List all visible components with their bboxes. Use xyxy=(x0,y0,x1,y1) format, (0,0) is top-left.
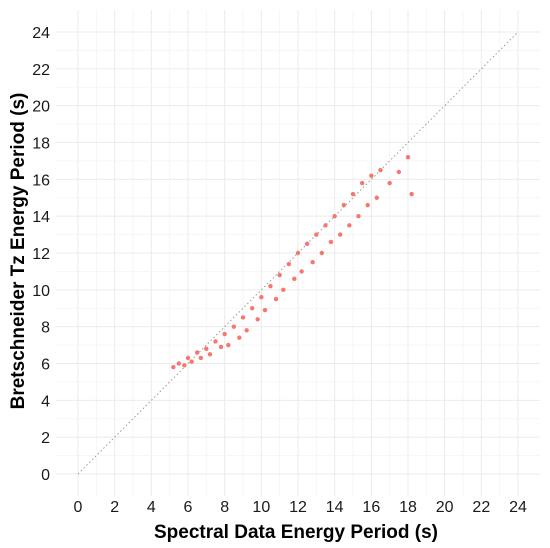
data-point xyxy=(262,307,268,313)
y-tick-label: 4 xyxy=(41,393,50,410)
data-point xyxy=(387,180,392,186)
y-tick-label: 16 xyxy=(32,172,50,189)
x-axis-title: Spectral Data Energy Period (s) xyxy=(154,522,438,543)
data-point xyxy=(182,363,187,368)
data-point xyxy=(222,331,227,337)
data-point xyxy=(295,250,301,256)
data-point xyxy=(255,317,260,322)
x-tick-label: 16 xyxy=(362,499,380,516)
x-tick-label: 24 xyxy=(509,499,527,516)
data-point xyxy=(310,260,315,265)
y-axis-title: Bretschneider Tz Energy Period (s) xyxy=(8,93,29,410)
data-point xyxy=(218,344,224,350)
data-point xyxy=(231,324,237,329)
y-tick-label: 14 xyxy=(32,209,50,226)
data-point xyxy=(204,346,209,351)
data-point xyxy=(249,306,255,311)
data-point xyxy=(213,339,218,344)
x-tick-label: 0 xyxy=(74,499,83,516)
data-point xyxy=(369,173,374,178)
data-point xyxy=(259,295,264,300)
data-point xyxy=(365,202,370,208)
data-point xyxy=(277,272,282,278)
y-tick-label: 18 xyxy=(32,136,50,153)
data-point xyxy=(286,261,292,267)
y-tick-label: 22 xyxy=(32,62,50,79)
x-tick-label: 4 xyxy=(147,499,156,516)
data-point xyxy=(176,361,182,366)
y-tick-label: 8 xyxy=(41,320,50,337)
data-point xyxy=(281,287,286,293)
data-point xyxy=(273,296,279,302)
data-point xyxy=(185,355,191,361)
data-point xyxy=(226,342,231,348)
y-tick-label: 10 xyxy=(32,283,50,300)
data-point xyxy=(323,223,328,228)
x-tick-label: 20 xyxy=(436,499,454,516)
data-point xyxy=(347,223,352,228)
data-point xyxy=(314,232,319,237)
data-point xyxy=(337,232,343,237)
data-point xyxy=(237,335,242,340)
data-point xyxy=(268,283,273,289)
x-tick-label: 6 xyxy=(184,499,193,516)
x-tick-label: 18 xyxy=(399,499,417,516)
y-tick-label: 0 xyxy=(41,467,50,484)
data-point xyxy=(396,169,402,175)
y-tick-label: 2 xyxy=(41,430,50,447)
data-point xyxy=(341,202,347,208)
data-point xyxy=(356,213,361,219)
data-point xyxy=(350,191,356,197)
y-tick-label: 12 xyxy=(32,246,50,263)
data-point xyxy=(207,352,213,357)
x-tick-label: 8 xyxy=(220,499,229,516)
data-point xyxy=(332,213,337,219)
data-point xyxy=(292,276,297,281)
data-point xyxy=(374,195,380,200)
data-point xyxy=(319,250,325,256)
data-point xyxy=(409,191,414,197)
data-point xyxy=(405,155,411,160)
data-point xyxy=(240,315,246,320)
data-point xyxy=(304,241,310,246)
x-tick-label: 2 xyxy=(110,499,119,516)
x-tick-label: 12 xyxy=(289,499,307,516)
data-point xyxy=(378,167,383,173)
data-point xyxy=(194,350,200,355)
y-tick-label: 20 xyxy=(32,99,50,116)
data-point xyxy=(299,269,304,274)
data-point xyxy=(359,180,365,186)
y-tick-label: 24 xyxy=(32,25,50,42)
data-point xyxy=(189,359,194,364)
data-point xyxy=(171,364,176,370)
x-tick-label: 14 xyxy=(326,499,344,516)
x-tick-label: 22 xyxy=(472,499,490,516)
data-point xyxy=(244,328,249,333)
data-point xyxy=(198,355,204,361)
data-point xyxy=(328,239,334,245)
y-tick-label: 6 xyxy=(41,357,50,374)
data-points xyxy=(171,155,414,370)
x-axis-ticks: 0 2 4 6 8 10 12 14 16 18 20 22 24 xyxy=(74,499,527,516)
x-tick-label: 10 xyxy=(252,499,270,516)
